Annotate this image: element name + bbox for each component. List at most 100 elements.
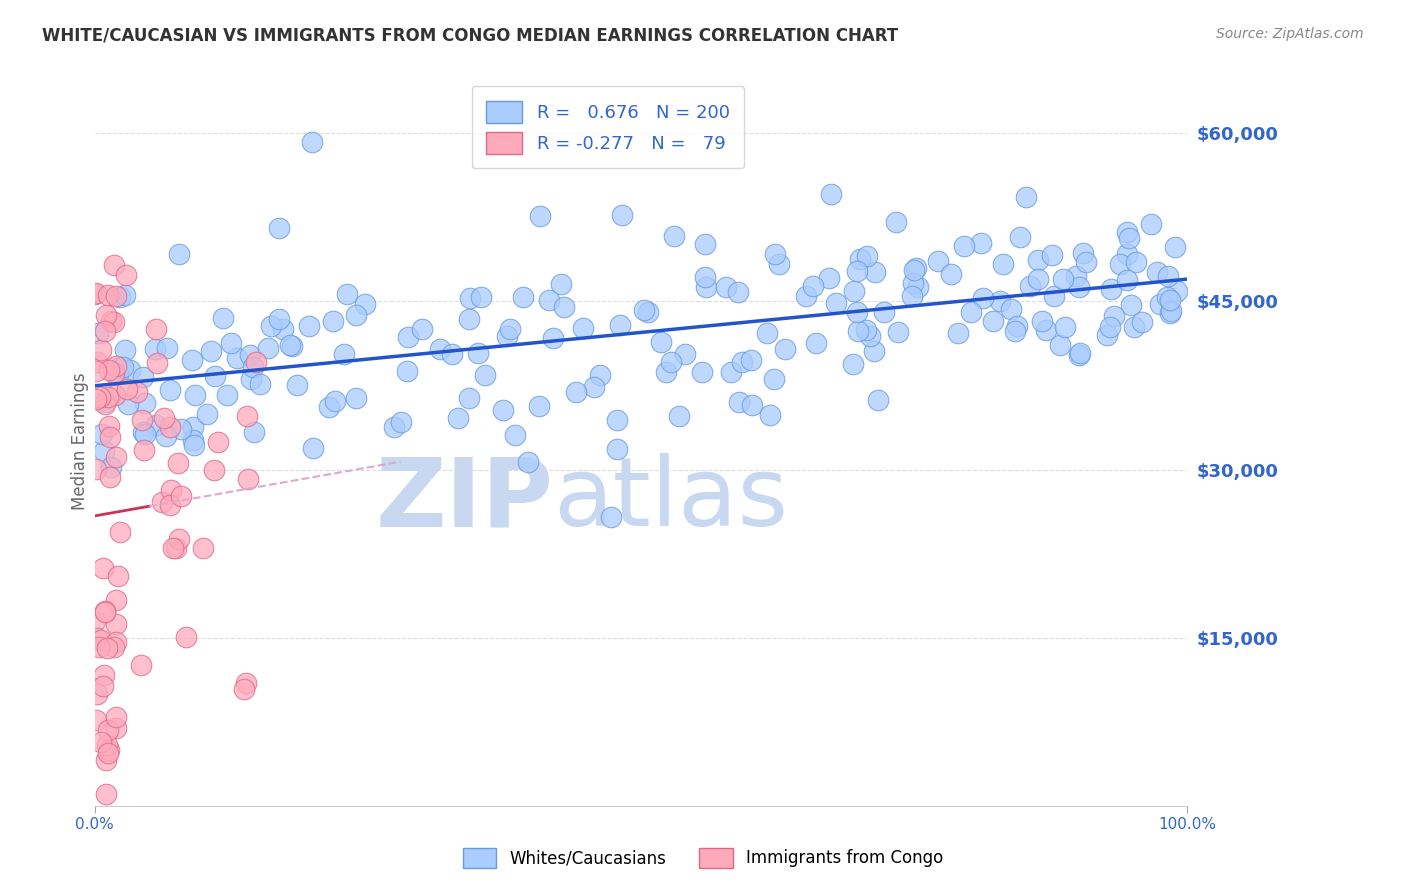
Point xyxy=(903,277,925,291)
Point xyxy=(517,455,540,469)
Point xyxy=(219,335,242,350)
Point xyxy=(301,135,323,149)
Point xyxy=(948,326,970,340)
Y-axis label: Median Earnings: Median Earnings xyxy=(72,373,89,510)
Point xyxy=(159,498,181,512)
Point xyxy=(200,344,222,359)
Point xyxy=(156,341,179,355)
Point xyxy=(114,343,136,357)
Point xyxy=(90,343,112,357)
Point xyxy=(131,425,153,440)
Point xyxy=(817,271,839,285)
Point xyxy=(204,369,226,384)
Point xyxy=(458,391,481,405)
Point xyxy=(1125,255,1147,269)
Point xyxy=(1118,231,1140,245)
Point xyxy=(960,304,983,318)
Point xyxy=(990,293,1012,308)
Point xyxy=(239,348,262,362)
Point xyxy=(114,288,136,302)
Legend: R =   0.676   N = 200, R = -0.277   N =   79: R = 0.676 N = 200, R = -0.277 N = 79 xyxy=(472,87,744,169)
Point xyxy=(105,359,128,374)
Point xyxy=(503,427,526,442)
Point xyxy=(1095,328,1118,343)
Point xyxy=(756,326,779,340)
Point xyxy=(1115,273,1137,287)
Point xyxy=(887,325,910,339)
Point xyxy=(1156,290,1178,304)
Point xyxy=(650,334,672,349)
Point xyxy=(467,346,489,360)
Point xyxy=(825,295,848,310)
Point xyxy=(690,365,713,379)
Point xyxy=(606,413,628,427)
Point xyxy=(281,338,304,352)
Point xyxy=(195,407,218,421)
Point xyxy=(529,209,551,223)
Point xyxy=(1052,272,1074,286)
Point xyxy=(145,418,167,433)
Point xyxy=(98,470,121,484)
Point xyxy=(758,408,780,422)
Point xyxy=(599,509,621,524)
Point xyxy=(105,450,128,464)
Point xyxy=(260,318,283,333)
Point xyxy=(233,681,256,696)
Point xyxy=(100,313,122,327)
Point xyxy=(941,267,963,281)
Point xyxy=(170,489,193,503)
Point xyxy=(93,667,115,681)
Point xyxy=(107,569,129,583)
Point xyxy=(905,261,928,276)
Point xyxy=(155,429,177,443)
Point xyxy=(794,289,817,303)
Text: ZIP: ZIP xyxy=(375,453,554,546)
Point xyxy=(117,397,139,411)
Point xyxy=(1146,265,1168,279)
Point xyxy=(217,388,239,402)
Point xyxy=(90,735,112,749)
Point xyxy=(91,679,114,693)
Point xyxy=(103,640,125,654)
Point xyxy=(132,442,155,457)
Point xyxy=(143,343,166,357)
Point xyxy=(103,258,125,272)
Point xyxy=(134,396,156,410)
Point xyxy=(900,288,922,302)
Point xyxy=(768,257,790,271)
Point xyxy=(550,277,572,291)
Point xyxy=(1159,293,1181,307)
Point xyxy=(242,360,264,375)
Point xyxy=(98,743,121,757)
Point xyxy=(105,289,128,303)
Point xyxy=(1121,298,1143,312)
Point xyxy=(332,347,354,361)
Point xyxy=(96,788,118,802)
Point xyxy=(664,229,686,244)
Point xyxy=(267,312,290,326)
Point xyxy=(512,290,534,304)
Point xyxy=(302,441,325,455)
Point xyxy=(659,355,682,369)
Point xyxy=(907,280,929,294)
Point xyxy=(458,312,481,326)
Point xyxy=(104,634,127,648)
Point xyxy=(1115,247,1137,261)
Point xyxy=(298,319,321,334)
Point xyxy=(411,321,433,335)
Point xyxy=(492,403,515,417)
Point xyxy=(86,392,108,406)
Point xyxy=(159,420,181,434)
Point xyxy=(322,314,344,328)
Point xyxy=(249,376,271,391)
Point xyxy=(238,472,260,486)
Point xyxy=(583,380,606,394)
Point xyxy=(103,315,125,329)
Point xyxy=(1005,319,1028,334)
Point xyxy=(727,285,749,299)
Point xyxy=(96,738,118,752)
Point xyxy=(225,351,247,365)
Point xyxy=(633,303,655,318)
Point xyxy=(97,363,120,377)
Point xyxy=(84,614,107,628)
